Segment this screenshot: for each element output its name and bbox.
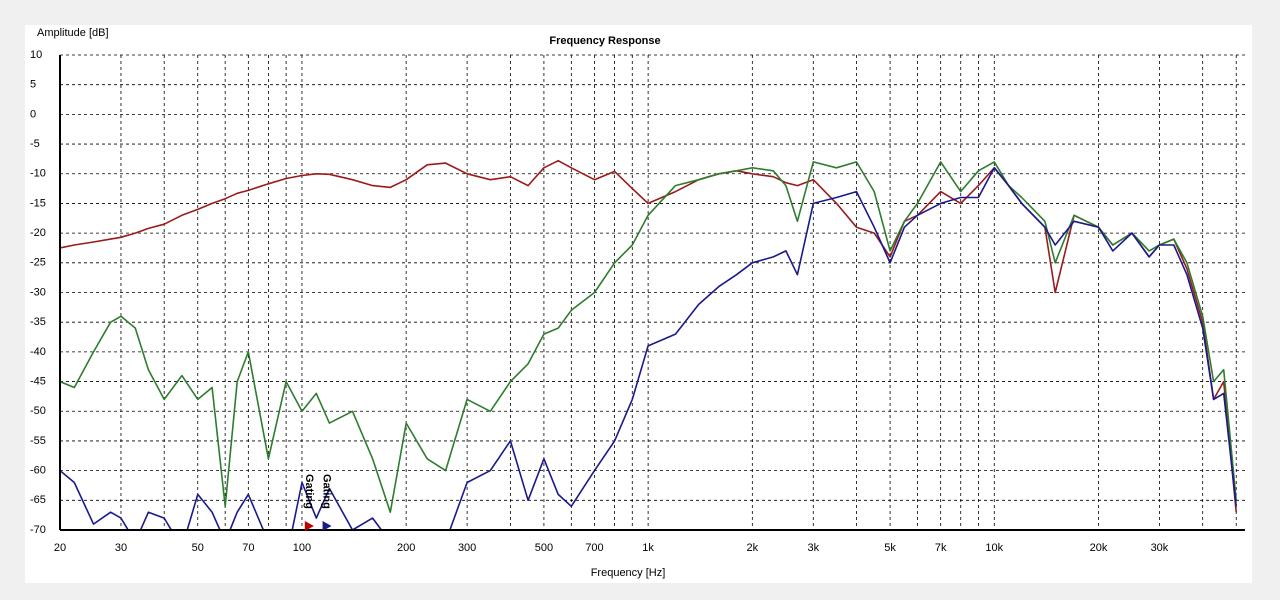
y-tick-label: -5: [30, 138, 40, 150]
y-tick-label: -60: [30, 465, 46, 477]
y-tick-label: -10: [30, 168, 46, 180]
x-tick-label: 30k: [1151, 542, 1169, 554]
y-tick-label: -25: [30, 257, 46, 269]
series-line: [60, 159, 1237, 513]
gating-marker: [322, 521, 332, 531]
x-tick-label: 50: [192, 542, 204, 554]
y-tick-label: -35: [30, 316, 46, 328]
chart-background: [25, 25, 1252, 583]
y-tick-label: -55: [30, 435, 46, 447]
y-tick-label: -45: [30, 375, 46, 387]
x-tick-label: 5k: [884, 542, 896, 554]
gating-marker: [304, 521, 314, 531]
x-tick-label: 10k: [985, 542, 1003, 554]
x-tick-label: 300: [458, 542, 476, 554]
x-tick-label: 100: [293, 542, 311, 554]
y-tick-label: 0: [30, 108, 36, 120]
x-tick-label: 200: [397, 542, 415, 554]
x-tick-label: 700: [585, 542, 603, 554]
y-tick-label: -40: [30, 346, 46, 358]
y-tick-label: -30: [30, 286, 46, 298]
y-tick-label: 10: [30, 49, 42, 61]
y-tick-label: -20: [30, 227, 46, 239]
y-axis-label: Amplitude [dB]: [37, 27, 109, 39]
chart-title: Frequency Response: [549, 35, 660, 47]
x-tick-label: 30: [115, 542, 127, 554]
x-tick-label: 7k: [935, 542, 947, 554]
x-tick-label: 2k: [747, 542, 759, 554]
series-line: [60, 167, 1237, 530]
y-tick-label: -65: [30, 494, 46, 506]
y-tick-label: 5: [30, 79, 36, 91]
gating-label: Gating: [303, 474, 315, 509]
x-tick-label: 500: [535, 542, 553, 554]
x-tick-label: 20k: [1090, 542, 1108, 554]
grid: [59, 54, 1245, 531]
series-line: [60, 161, 1237, 513]
x-tick-label: 1k: [642, 542, 654, 554]
x-axis-label: Frequency [Hz]: [591, 567, 666, 579]
plot-area: [60, 159, 1237, 530]
y-tick-label: -15: [30, 197, 46, 209]
y-tick-label: -70: [30, 524, 46, 536]
gating-label: Gating: [321, 474, 333, 509]
y-tick-label: -50: [30, 405, 46, 417]
x-tick-label: 20: [54, 542, 66, 554]
x-tick-label: 3k: [807, 542, 819, 554]
x-tick-label: 70: [242, 542, 254, 554]
